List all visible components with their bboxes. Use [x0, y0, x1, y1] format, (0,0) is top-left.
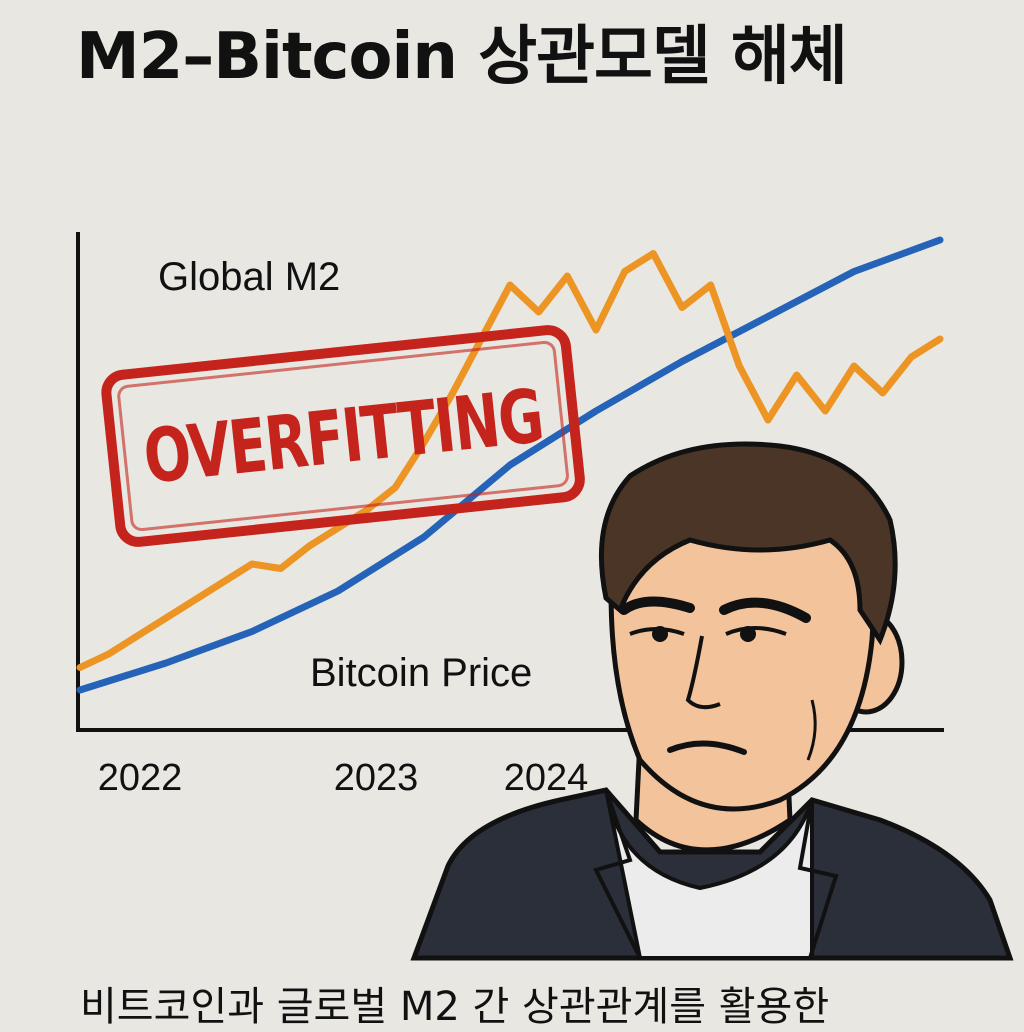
nose	[685, 635, 721, 710]
pupil-right	[740, 626, 756, 642]
x-tick-label: 2022	[98, 757, 183, 799]
hair	[599, 441, 898, 646]
series-line-bitcoin-price	[76, 250, 944, 671]
mouth	[667, 740, 747, 755]
series-line-global-m2	[76, 236, 944, 694]
lapel-left	[593, 789, 642, 959]
caption: 비트코인과 글로벌 M2 간 상관관계를 활용한	[80, 984, 830, 1030]
page-title: M2–Bitcoin 상관모델 해체	[76, 20, 848, 94]
eyebrow-left	[619, 596, 695, 615]
eye-right	[725, 626, 787, 636]
cheek-line	[806, 699, 817, 761]
x-tick-label: 2023	[334, 757, 419, 799]
jacket	[410, 787, 1014, 961]
series-label-bitcoin-price: Bitcoin Price	[310, 651, 532, 695]
stamp-inner-frame	[117, 340, 569, 532]
pupil-left	[652, 626, 668, 642]
overfitting-stamp: OVERFITTING	[101, 325, 585, 547]
x-tick-label: 2024	[504, 757, 589, 799]
eyebrow-right	[719, 597, 811, 623]
stamp-frame	[101, 325, 585, 547]
series-label-global-m2: Global M2	[158, 255, 340, 299]
man-illustration	[410, 441, 1014, 961]
lapel-right	[797, 799, 839, 959]
